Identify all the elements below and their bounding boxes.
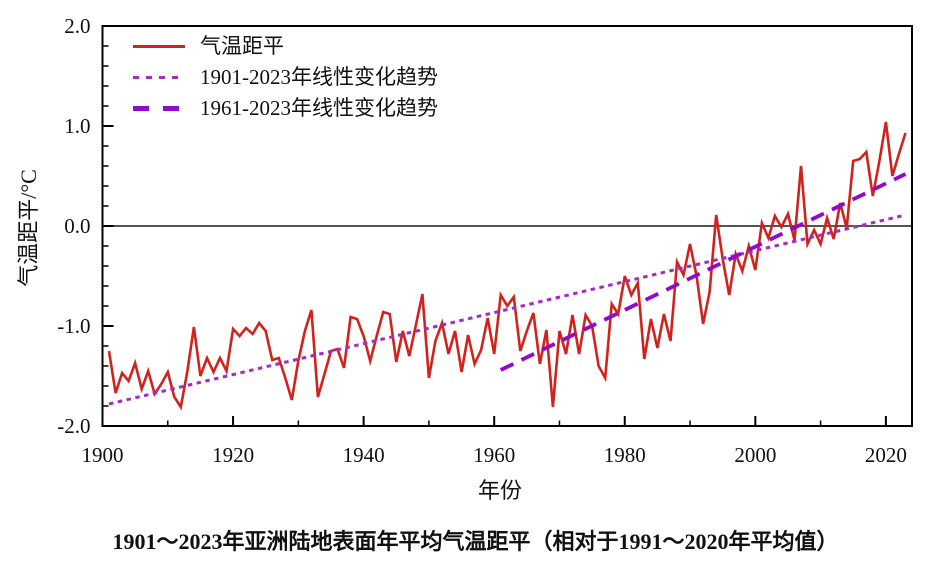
x-axis-title: 年份 bbox=[477, 478, 523, 503]
legend-swatch-dashed-trend bbox=[133, 106, 185, 111]
x-tick-label: 2000 bbox=[734, 443, 776, 467]
legend-label-trend-1901-2023: 1901-2023年线性变化趋势 bbox=[200, 65, 438, 89]
x-tick-label: 2020 bbox=[865, 443, 907, 467]
x-tick-label: 1940 bbox=[343, 443, 385, 467]
legend-item-trend-1901-2023: 1901-2023年线性变化趋势 bbox=[133, 62, 438, 93]
legend-label-temperature-anomaly: 气温距平 bbox=[200, 34, 284, 58]
legend-item-trend-1961-2023: 1961-2023年线性变化趋势 bbox=[133, 93, 438, 124]
legend-item-temperature-anomaly: 气温距平 bbox=[133, 31, 438, 62]
trend-line-1901-2023 bbox=[108, 213, 906, 406]
figure-caption: 1901～2023年亚洲陆地表面年平均气温距平（相对于1991～2020年平均值… bbox=[112, 529, 839, 554]
legend-swatch-solid-red-line bbox=[133, 44, 185, 49]
y-axis-title: 气温距平/°C bbox=[16, 169, 41, 287]
x-tick-label: 1980 bbox=[604, 443, 646, 467]
x-tick-label: 1960 bbox=[473, 443, 515, 467]
y-tick-label: -1.0 bbox=[57, 314, 90, 338]
chart-plot-area: 1900 1920 1940 1960 1980 2000 2020 -2.0 -1.0 0.0 1… bbox=[57, 14, 913, 467]
x-tick-label: 1900 bbox=[82, 443, 124, 467]
y-tick-label: -2.0 bbox=[57, 414, 90, 438]
legend: 气温距平 1901-2023年线性变化趋势 1961-2023年线性变化趋势 bbox=[133, 31, 438, 124]
y-tick-label: 1.0 bbox=[64, 114, 90, 138]
legend-swatch-dotted-trend bbox=[133, 75, 185, 80]
x-tick-label: 1920 bbox=[212, 443, 254, 467]
temperature-anomaly-line bbox=[107, 121, 907, 411]
trend-line-1961-2023 bbox=[499, 172, 907, 372]
y-tick-label: 2.0 bbox=[64, 14, 90, 38]
legend-label-trend-1961-2023: 1961-2023年线性变化趋势 bbox=[200, 96, 438, 120]
y-tick-label: 0.0 bbox=[64, 214, 90, 238]
